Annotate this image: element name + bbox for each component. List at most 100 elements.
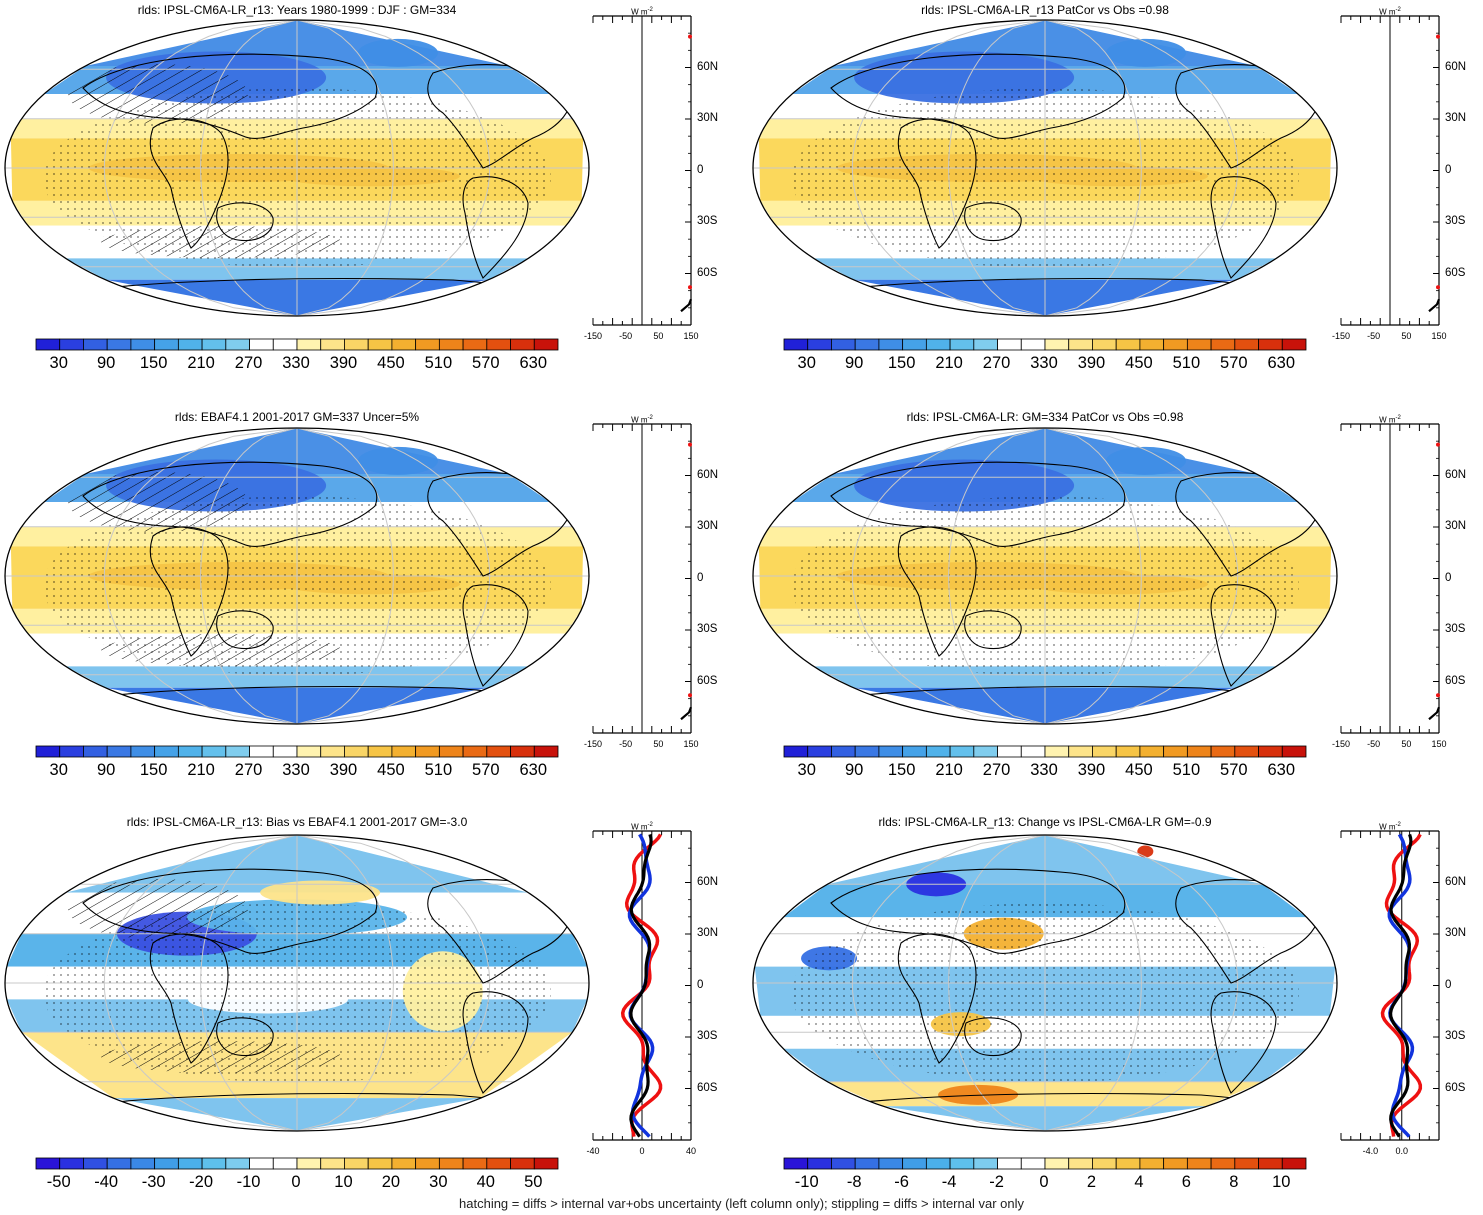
colorbar-swatch (783, 338, 809, 351)
colorbar-model-climatology (35, 338, 559, 351)
colorbar-swatch (106, 745, 132, 758)
panel-title: rlds: IPSL-CM6A-LR_r13 PatCor vs Obs =0.… (921, 3, 1169, 17)
latitude-label: 0 (1445, 571, 1452, 584)
colorbar-swatch (249, 338, 274, 351)
colorbar-swatch (320, 745, 345, 758)
colorbar-swatch (949, 1157, 975, 1170)
zonal-x-tick-label: -50 (1367, 331, 1381, 341)
colorbar-tick-label: 510 (424, 761, 453, 779)
colorbar-swatch (1092, 745, 1117, 758)
colorbar-tick-label: 150 (139, 761, 168, 779)
colorbar-swatch (201, 745, 227, 758)
colorbar-tick-label: 390 (1077, 761, 1106, 779)
colorbar-swatch (1258, 338, 1283, 351)
colorbar-tick-label: 510 (1172, 761, 1201, 779)
colorbar-swatch (510, 338, 535, 351)
colorbar-swatch (1139, 1157, 1165, 1170)
zonal-mean-plot-obs-climatology (592, 423, 693, 734)
colorbar-tick-label: 30 (49, 761, 68, 779)
colorbar-swatch (130, 338, 156, 351)
unit-superscript: -2 (647, 415, 653, 421)
colorbar-tick-label: -6 (894, 1173, 909, 1191)
colorbar-swatch (225, 745, 250, 758)
colorbar-tick-label: 6 (1181, 1173, 1191, 1191)
colorbar-swatch (1092, 1157, 1117, 1170)
colorbar-tick-label: 0 (291, 1173, 301, 1191)
colorbar-swatch (1234, 1157, 1259, 1170)
colorbar-tick-label: 30 (797, 354, 816, 372)
latitude-label: 30N (1445, 112, 1467, 124)
colorbar-tick-label: -8 (846, 1173, 862, 1191)
colorbar-tick-label: 210 (187, 761, 215, 779)
unit-text: W m (631, 7, 648, 17)
colorbar-tick-label: -30 (141, 1173, 166, 1191)
colorbar-labels: 30 90 150 210 270 330 390 450 510 570 630 (35, 761, 557, 781)
zonal-x-tick-label: -50 (1367, 739, 1381, 749)
colorbar-swatch (486, 338, 511, 351)
colorbar-swatch (438, 1157, 464, 1170)
colorbar-tick-label: 90 (96, 761, 116, 779)
zonal-x-tick-label: 40 (685, 1146, 697, 1156)
colorbar-swatch (272, 1157, 298, 1170)
latitude-label: 30S (1445, 1030, 1466, 1042)
colorbar-swatch (1281, 338, 1307, 351)
colorbar-swatch (59, 338, 84, 351)
map-change (752, 834, 1338, 1132)
colorbar-bias (35, 1157, 559, 1170)
colorbar-swatch (35, 338, 61, 351)
latitude-label: 0 (697, 163, 704, 176)
colorbar-swatch (201, 338, 227, 351)
latitude-label: 60N (1445, 875, 1467, 888)
colorbar-model-patcor (783, 338, 1307, 351)
latitude-label: 30S (697, 1030, 718, 1042)
latitude-label: 0 (1445, 978, 1452, 991)
colorbar-tick-label: 210 (935, 354, 963, 372)
colorbar-tick-label: 330 (282, 354, 310, 372)
zonal-x-axis-labels: -4.0 0.0 (1340, 1146, 1440, 1158)
zonal-mean-plot-model-climatology (592, 15, 693, 326)
latitude-label: 60N (1445, 468, 1467, 481)
colorbar-tick-label: 570 (472, 354, 500, 372)
zonal-x-tick-label: 50 (1401, 739, 1412, 749)
latitude-label: 0 (697, 571, 704, 584)
colorbar-tick-label: -4 (941, 1173, 957, 1191)
latitude-label: 60N (697, 468, 719, 481)
colorbar-swatch (106, 338, 132, 351)
colorbar-swatch (59, 1157, 84, 1170)
zonal-x-axis-labels: -150 -50 50 150 (1332, 739, 1447, 751)
colorbar-swatch (1115, 1157, 1141, 1170)
colorbar-swatch (154, 1157, 179, 1170)
colorbar-swatch (1020, 338, 1046, 351)
footnote: hatching = diffs > internal var+obs unce… (459, 1196, 1024, 1211)
colorbar-swatch (201, 1157, 227, 1170)
colorbar-swatch (1139, 338, 1165, 351)
colorbar-swatch (130, 1157, 156, 1170)
colorbar-swatch (320, 1157, 345, 1170)
colorbar-swatch (831, 1157, 856, 1170)
colorbar-tick-label: 330 (1030, 354, 1058, 372)
colorbar-swatch (997, 1157, 1022, 1170)
colorbar-swatch (854, 1157, 880, 1170)
zonal-x-tick-label: -50 (619, 331, 633, 341)
colorbar-swatch (296, 338, 322, 351)
colorbar-tick-label: 390 (329, 354, 358, 372)
colorbar-tick-label: 50 (524, 1173, 543, 1191)
colorbar-swatch (35, 1157, 61, 1170)
colorbar-swatch (510, 1157, 535, 1170)
panel-title: rlds: IPSL-CM6A-LR_r13: Years 1980-1999 … (137, 3, 457, 17)
latitude-label: 30N (697, 520, 719, 532)
colorbar-swatch (1020, 1157, 1046, 1170)
panel-title: rlds: IPSL-CM6A-LR: GM=334 PatCor vs Obs… (906, 410, 1184, 424)
unit-text: W m (631, 822, 648, 832)
colorbar-tick-label: 570 (472, 761, 500, 779)
colorbar-swatch (1234, 338, 1259, 351)
colorbar-swatch (1139, 745, 1165, 758)
colorbar-tick-label: 210 (187, 354, 215, 372)
colorbar-labels: -10 -8 -6 -4 -2 0 2 4 6 8 10 (783, 1173, 1305, 1193)
zonal-x-tick-label: 50 (653, 739, 664, 749)
zonal-mean-plot-change (1340, 830, 1440, 1141)
latitude-label: 30S (1445, 623, 1466, 635)
colorbar-swatch (997, 745, 1022, 758)
colorbar-swatch (1068, 338, 1093, 351)
latitude-label: 60S (1445, 674, 1466, 687)
